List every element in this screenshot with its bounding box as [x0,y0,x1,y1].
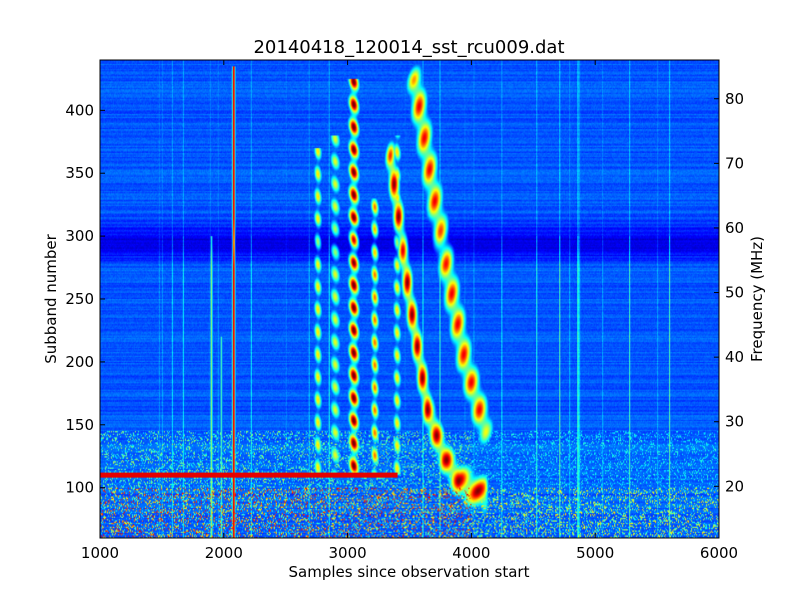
y-tick-label: 200 [65,353,94,371]
plot-area [99,59,720,539]
y2-tick-label: 80 [725,90,744,108]
y2-tick-label: 70 [725,154,744,172]
y2-axis-label: Frequency (MHz) [748,236,766,362]
x-tick-label: 2000 [205,544,243,562]
y-tick-label: 350 [65,164,94,182]
y2-tick-label: 30 [725,413,744,431]
chart-title: 20140418_120014_sst_rcu009.dat [253,37,564,58]
y-tick-label: 150 [65,416,94,434]
x-tick-label: 5000 [576,544,614,562]
x-tick-label: 1000 [81,544,119,562]
y2-tick-label: 60 [725,219,744,237]
y2-tick-label: 20 [725,477,744,495]
y-axis-label: Subband number [42,233,60,363]
y2-tick-label: 50 [725,284,744,302]
y-tick-label: 400 [65,101,94,119]
x-axis-ticks: 1000 2000 3000 4000 5000 6000 [81,60,738,562]
y2-tick-label: 40 [725,348,744,366]
x-tick-label: 6000 [700,544,738,562]
x-axis-label: Samples since observation start [289,563,530,581]
y-axis-ticks: 100 150 200 250 300 350 400 [65,101,105,497]
y2-axis-ticks: 20 30 40 50 60 70 80 [714,90,744,495]
heatmap-image [100,60,719,538]
y-tick-label: 250 [65,290,94,308]
x-tick-label: 3000 [329,544,367,562]
y-tick-label: 100 [65,479,94,497]
x-tick-label: 4000 [452,544,490,562]
y-tick-label: 300 [65,227,94,245]
